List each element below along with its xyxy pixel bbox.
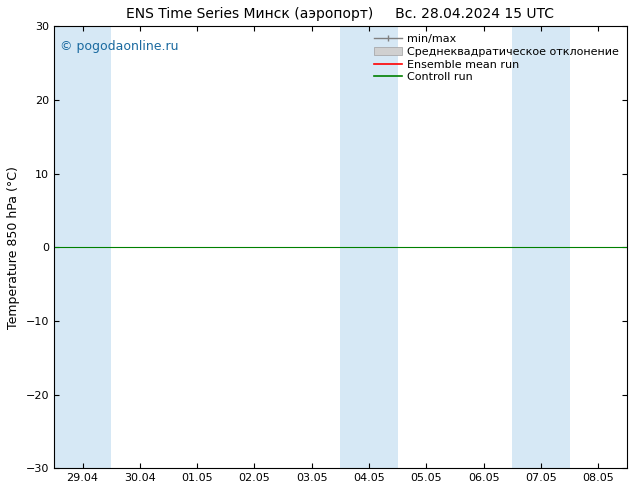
Bar	[54, 26, 111, 468]
Bar	[512, 26, 570, 468]
Legend: min/max, Среднеквадратическое отклонение, Ensemble mean run, Controll run: min/max, Среднеквадратическое отклонение…	[372, 32, 621, 85]
Y-axis label: Temperature 850 hPa (°C): Temperature 850 hPa (°C)	[7, 166, 20, 329]
Title: ENS Time Series Минск (аэропорт)     Вс. 28.04.2024 15 UTC: ENS Time Series Минск (аэропорт) Вс. 28.…	[126, 7, 555, 21]
Text: © pogodaonline.ru: © pogodaonline.ru	[60, 40, 178, 52]
Bar	[340, 26, 398, 468]
